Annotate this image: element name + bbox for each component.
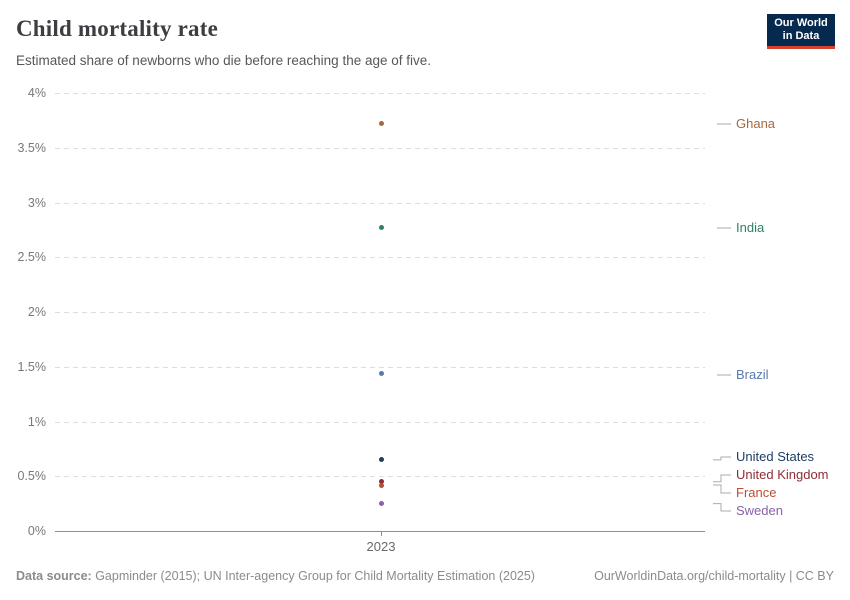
data-point-united-kingdom[interactable] — [378, 479, 384, 485]
entity-label-sweden[interactable]: Sweden — [736, 503, 783, 518]
data-point-united-states[interactable] — [378, 457, 384, 463]
y-axis-tick-label: 2.5% — [17, 250, 47, 265]
gridline — [55, 421, 705, 423]
data-source-label: Data source: — [16, 569, 92, 583]
gridline — [55, 476, 705, 478]
data-source-text: Gapminder (2015); UN Inter-agency Group … — [91, 569, 535, 583]
gridline — [55, 312, 705, 313]
gridline — [55, 93, 705, 94]
y-axis-tick-label: 0.5% — [17, 469, 47, 484]
data-point-brazil[interactable] — [378, 370, 384, 376]
y-axis-tick-label: 1% — [27, 414, 46, 429]
y-axis-tick-label: 4% — [27, 86, 46, 100]
chart-footer: Data source: Gapminder (2015); UN Inter-… — [16, 569, 834, 583]
data-point-france[interactable] — [378, 482, 384, 488]
gridline — [55, 147, 705, 149]
chart-subtitle: Estimated share of newborns who die befo… — [16, 53, 431, 68]
entity-label-india[interactable]: India — [736, 220, 765, 235]
gridline — [55, 366, 705, 368]
y-axis-tick-label: 3% — [27, 195, 46, 210]
entity-label-united-kingdom[interactable]: United Kingdom — [736, 467, 829, 482]
x-axis-tick — [381, 531, 382, 536]
entity-label-united-states[interactable]: United States — [736, 449, 815, 464]
y-axis-tick-label: 2% — [27, 305, 46, 319]
x-axis-line — [55, 531, 705, 532]
entity-label-ghana[interactable]: Ghana — [736, 116, 776, 131]
entity-label-france[interactable]: France — [736, 485, 777, 500]
page-title: Child mortality rate — [16, 16, 219, 41]
y-axis-tick-label: 3.5% — [17, 140, 47, 155]
gridline — [55, 202, 705, 204]
y-axis-tick-label: 1.5% — [17, 359, 47, 374]
x-axis-tick-label: 2023 — [366, 539, 396, 554]
data-point-ghana[interactable] — [378, 121, 384, 127]
data-source-note[interactable]: Data source: Gapminder (2015); UN Inter-… — [16, 569, 535, 583]
data-point-india[interactable] — [378, 225, 384, 231]
owid-logo[interactable]: Our World in Data — [767, 14, 835, 49]
data-point-sweden[interactable] — [378, 501, 384, 507]
gridline — [55, 257, 705, 259]
entity-label-brazil[interactable]: Brazil — [736, 367, 769, 382]
owid-citation-link[interactable]: OurWorldinData.org/child-mortality | CC … — [594, 569, 834, 583]
owid-logo-line1: Our World — [774, 17, 828, 29]
y-axis-tick-label: 0% — [27, 524, 46, 538]
owid-logo-line2: in Data — [782, 30, 820, 42]
